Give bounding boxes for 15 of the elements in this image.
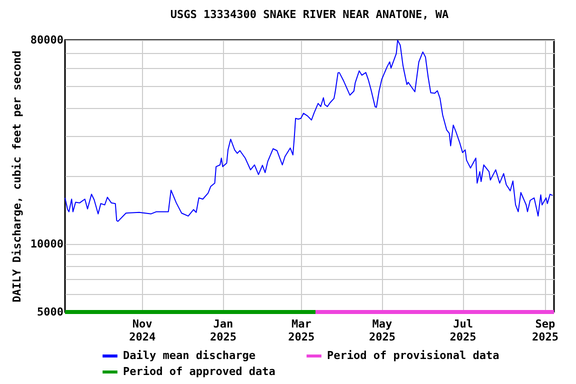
y-tick-label: 5000 — [37, 306, 64, 318]
line-series — [64, 40, 554, 222]
y-tick-label: 10000 — [30, 238, 64, 250]
x-tick-label: Jul 2025 — [450, 318, 476, 344]
legend-label: Period of approved data — [123, 365, 276, 378]
legend-label: Period of provisional data — [327, 349, 500, 362]
legend-label: Daily mean discharge — [123, 349, 256, 362]
chart-title: USGS 13334300 SNAKE RIVER NEAR ANATONE, WA — [170, 8, 449, 21]
x-tick-label: Mar 2025 — [288, 318, 315, 344]
x-tick-label: Nov 2024 — [129, 318, 156, 344]
x-tick-label: May 2025 — [368, 318, 396, 344]
x-tick-label: Jan 2025 — [210, 318, 236, 344]
y-axis-title: DAILY Discharge, cubic feet per second — [10, 50, 24, 302]
y-tick-label: 80000 — [30, 34, 64, 46]
x-tick-label: Sep 2025 — [532, 318, 558, 344]
